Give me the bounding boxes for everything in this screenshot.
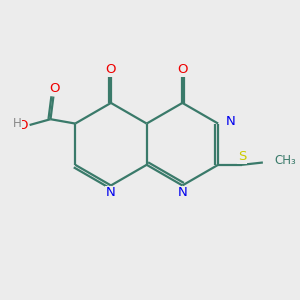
Text: CH₃: CH₃ (274, 154, 296, 167)
Text: N: N (106, 186, 116, 199)
Text: S: S (238, 151, 246, 164)
Text: O: O (106, 63, 116, 76)
Text: O: O (18, 118, 28, 131)
Text: N: N (226, 115, 236, 128)
Text: N: N (178, 186, 187, 199)
Text: H: H (13, 117, 22, 130)
Text: O: O (50, 82, 60, 95)
Text: O: O (177, 63, 188, 76)
